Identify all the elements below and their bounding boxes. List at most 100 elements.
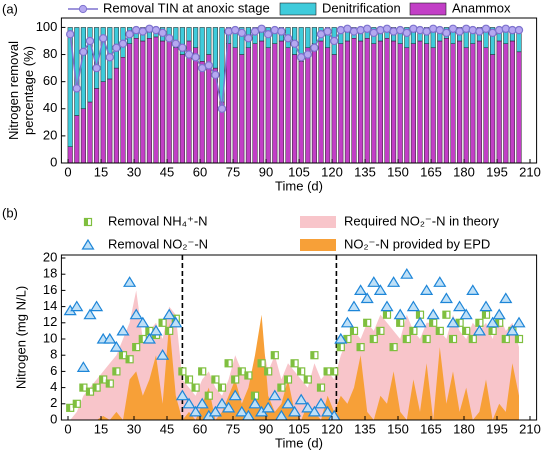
line-point (495, 25, 504, 35)
scatter-point (446, 316, 460, 328)
scatter-point (481, 310, 491, 319)
marker-half (238, 367, 242, 375)
scatter-point (389, 343, 398, 352)
scatter-point (486, 316, 500, 328)
line-point (415, 25, 425, 35)
line-point (277, 27, 286, 36)
x-tick-label: 30 (127, 421, 141, 436)
scatter-point (129, 308, 143, 320)
scatter-point (382, 310, 392, 319)
bar-segment (107, 78, 113, 164)
bar-segment (404, 27, 410, 49)
bar-segment (430, 47, 436, 164)
x-tick-label: 15 (94, 164, 108, 179)
marker-half (502, 335, 506, 343)
line-point (145, 24, 154, 33)
scatter-point (208, 405, 222, 417)
line-point (290, 39, 299, 48)
scatter-point (501, 334, 510, 344)
scatter-point (376, 326, 385, 335)
bar-segment (193, 27, 199, 49)
scatter-point (442, 310, 451, 319)
marker-half (178, 367, 183, 375)
line-point (224, 27, 233, 36)
x-tick-label: 90 (259, 164, 273, 179)
legend-marker (81, 238, 95, 250)
legend-label: Removal NH₄⁺-N (108, 213, 208, 228)
x-tick-label: 210 (519, 421, 541, 436)
bar-segment (397, 43, 403, 164)
scatter-point (244, 371, 253, 380)
scatter-point (162, 308, 176, 320)
scatter-point (182, 397, 196, 409)
line-point (349, 27, 359, 36)
bar-segment (239, 54, 245, 164)
line-point (217, 104, 227, 113)
y-tick-label: 2 (50, 395, 57, 410)
legend-marker (83, 217, 93, 227)
scatter-point (211, 375, 220, 384)
marker-half (277, 384, 282, 392)
marker-half (350, 327, 354, 335)
scatter-point (310, 351, 319, 360)
y-tick-label: 12 (43, 314, 57, 329)
bar-segment (166, 40, 172, 164)
scatter-point (380, 300, 394, 312)
x-tick-label: 120 (321, 421, 343, 436)
marker-half (482, 311, 486, 319)
marker-half (370, 335, 374, 343)
panel-label: (b) (2, 205, 18, 220)
marker-half (416, 311, 420, 319)
bar-segment (278, 40, 284, 164)
scatter-point (264, 367, 273, 376)
scatter-point (178, 367, 187, 376)
scatter-point (103, 332, 117, 344)
marker-half (449, 335, 453, 343)
scatter-point (112, 367, 121, 376)
line-point (257, 24, 266, 33)
legend-label: Denitrification (322, 0, 401, 15)
bar-segment (186, 40, 192, 164)
line-point (171, 39, 180, 48)
bar-segment (424, 43, 430, 164)
scatter-point (288, 405, 302, 417)
scatter-point (191, 383, 200, 392)
legend-label: Removal NO₂⁻-N (108, 236, 208, 251)
bar-segment (226, 43, 232, 164)
line-point (79, 47, 88, 57)
scatter-point (204, 391, 213, 400)
scatter-point (165, 326, 174, 335)
scatter-point (215, 397, 229, 409)
scatter-point (228, 389, 242, 401)
marker-half (271, 351, 275, 359)
legend-swatch (279, 2, 317, 16)
marker-half (436, 327, 440, 335)
bar-segment (331, 54, 337, 164)
y-tick-label: 40 (43, 100, 57, 115)
marker-half (84, 218, 88, 226)
bar-segment (87, 101, 93, 164)
scatter-point (72, 399, 81, 408)
scatter-point (400, 268, 414, 279)
scatter-point (330, 367, 339, 376)
line-point (191, 53, 200, 62)
line-point (244, 34, 253, 43)
scatter-point (439, 292, 453, 304)
bar-segment (113, 67, 119, 164)
scatter-point (396, 318, 405, 327)
scatter-point (198, 367, 207, 376)
bar-segment (179, 27, 185, 55)
scatter-point (373, 284, 387, 295)
scatter-point (184, 375, 194, 384)
scatter-point (347, 300, 361, 312)
bar-segment (344, 40, 350, 164)
line-point (336, 25, 345, 35)
panel-label: (a) (2, 1, 18, 16)
line-point (270, 25, 279, 35)
line-point (158, 28, 167, 38)
marker-half (310, 351, 315, 359)
line-point (237, 28, 246, 38)
scatter-point (340, 316, 354, 328)
y-axis-title: Nitrogen removalpercentage (%) (6, 41, 36, 140)
scatter-point (393, 308, 407, 320)
